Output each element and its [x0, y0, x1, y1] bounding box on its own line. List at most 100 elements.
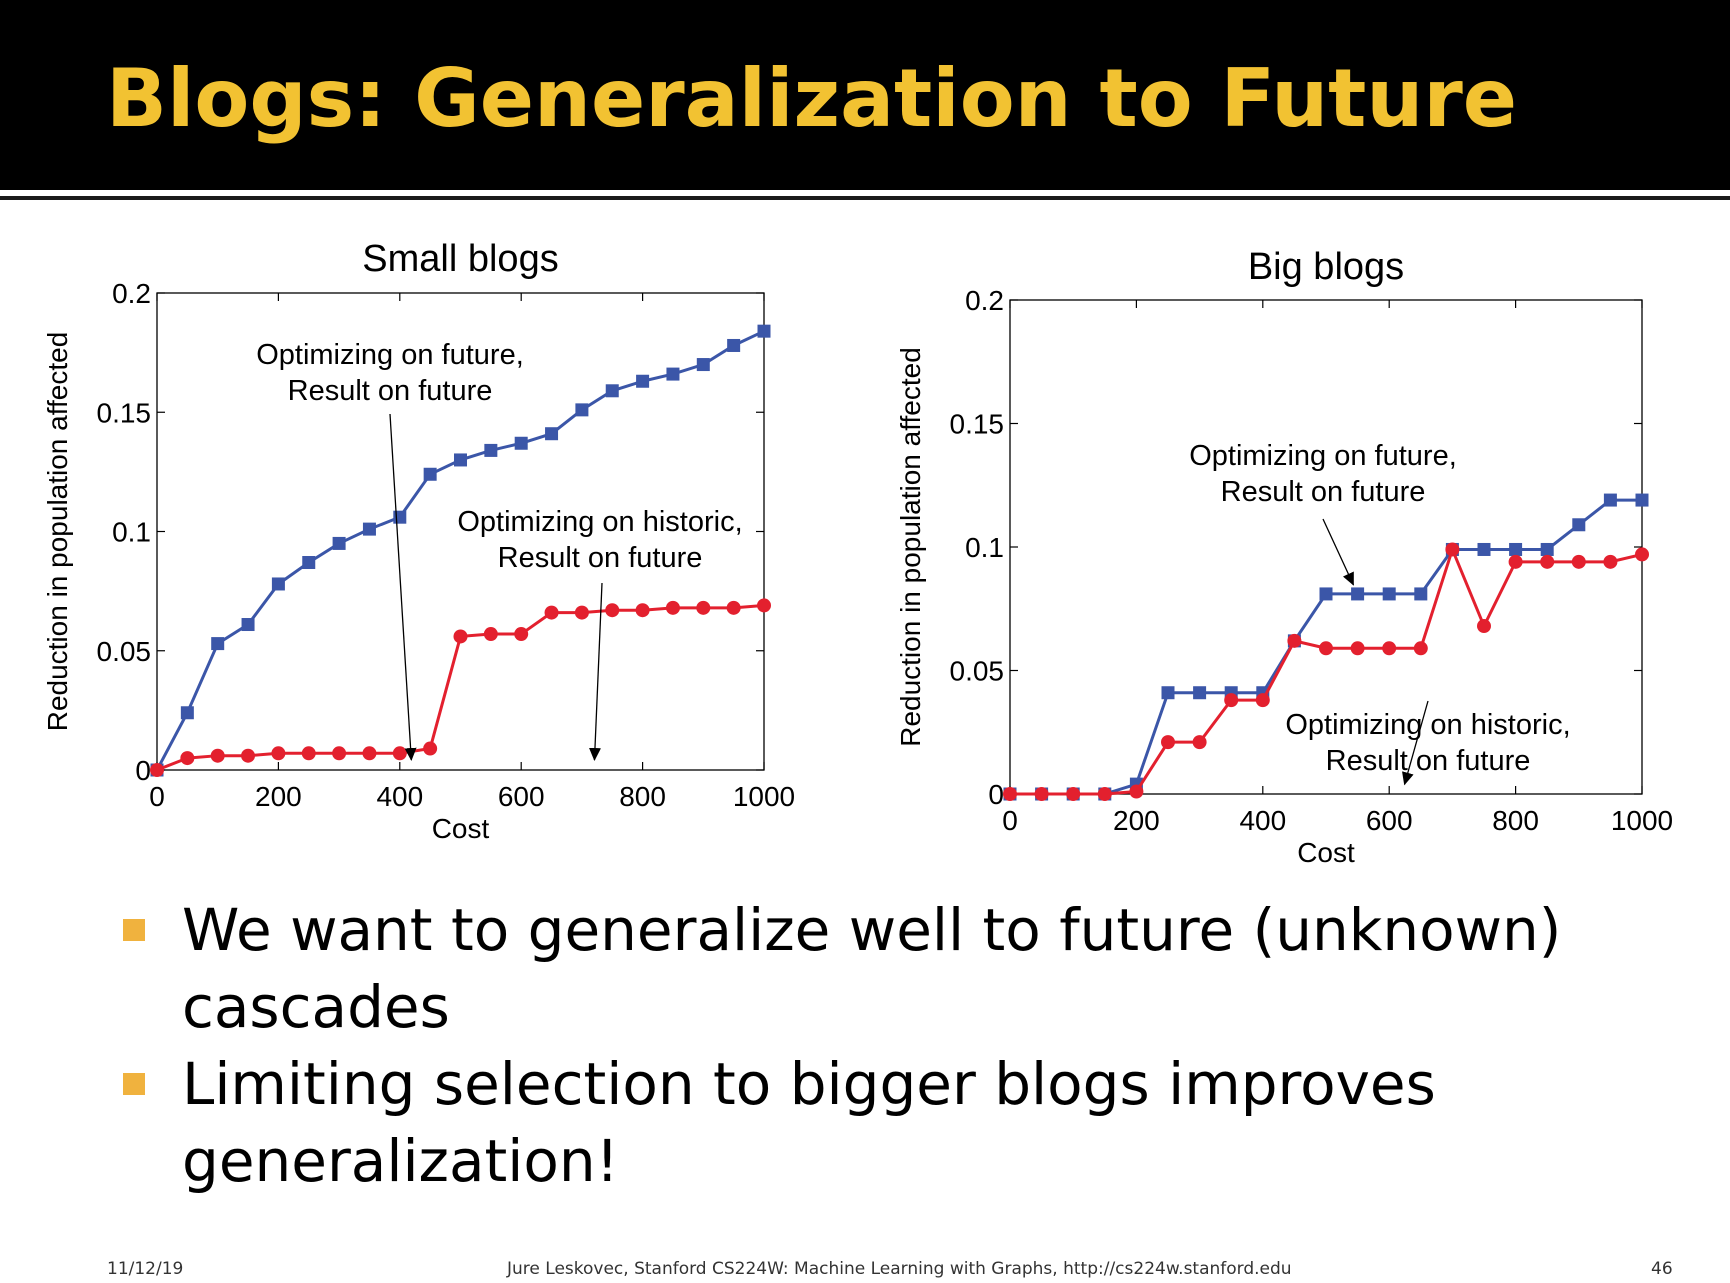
data-point	[150, 763, 164, 777]
bullet-text: Limiting selection to bigger blogs impro…	[182, 1050, 1436, 1195]
data-point	[574, 605, 589, 620]
data-point	[1161, 686, 1175, 700]
data-point	[180, 751, 195, 766]
annotation-line: Result on future	[1326, 745, 1531, 777]
data-point	[1603, 493, 1617, 507]
y-axis-label: Reduction in population affected	[895, 347, 926, 747]
data-point	[514, 627, 529, 642]
data-point	[1034, 787, 1049, 801]
annotation-line: Optimizing on historic,	[457, 506, 742, 538]
data-point	[1540, 554, 1555, 569]
data-point	[301, 746, 316, 761]
data-point	[545, 427, 559, 441]
annotation-arrow	[389, 413, 417, 762]
data-point	[1382, 641, 1397, 656]
data-point	[1508, 554, 1523, 569]
x-tick-label: 0	[149, 781, 165, 812]
y-tick-label: 0.05	[97, 636, 152, 667]
data-point	[483, 627, 498, 642]
data-point	[1509, 542, 1523, 556]
data-point	[393, 510, 407, 524]
data-point	[696, 358, 710, 372]
x-tick-label: 400	[1239, 805, 1286, 836]
y-tick-label: 0.15	[950, 409, 1005, 440]
bullet-list: We want to generalize well to future (un…	[120, 892, 1680, 1200]
data-point	[544, 605, 559, 620]
x-tick-label: 400	[376, 781, 423, 812]
annotation-text: Optimizing on future, Result on future	[256, 339, 524, 407]
data-point	[392, 746, 407, 761]
data-point	[1351, 587, 1365, 601]
annotation-line: Result on future	[498, 542, 703, 574]
data-point	[575, 403, 589, 417]
data-point	[636, 374, 650, 388]
y-tick-label: 0.15	[97, 397, 152, 428]
data-point	[514, 436, 528, 450]
data-point	[1129, 784, 1144, 799]
data-point	[454, 453, 467, 467]
title-bar: Blogs: Generalization to Future	[0, 0, 1730, 190]
data-point	[1477, 619, 1491, 634]
data-point	[1255, 693, 1270, 708]
y-tick-label: 0.2	[965, 285, 1004, 316]
data-point	[1192, 735, 1207, 750]
chart-small-blogs: 0 200 400 600 800 1000 0 0.05 0.1 0.15 0.2 Small bl…	[42, 238, 795, 844]
title-divider	[0, 196, 1730, 200]
data-point	[1603, 554, 1618, 569]
x-tick-label: 600	[498, 781, 545, 812]
data-point	[210, 748, 225, 763]
data-point	[605, 384, 619, 398]
data-point	[423, 741, 438, 756]
data-point	[666, 367, 680, 381]
x-tick-label: 800	[1492, 805, 1539, 836]
y-tick-label: 0	[135, 755, 151, 786]
annotation-arrow	[1402, 700, 1429, 786]
annotation-text: Optimizing on historic, Result on future	[1285, 709, 1570, 777]
data-point	[302, 556, 316, 570]
data-point	[211, 637, 225, 651]
data-point	[180, 706, 194, 720]
x-tick-label: 0	[1002, 805, 1018, 836]
x-tick-label: 600	[1366, 805, 1413, 836]
annotation-line: Optimizing on future,	[256, 339, 524, 371]
x-tick-label: 1000	[733, 781, 795, 812]
y-tick-label: 0.05	[950, 656, 1005, 687]
data-point	[241, 748, 256, 763]
data-point	[1572, 518, 1586, 532]
bullet-square-icon	[123, 1073, 145, 1095]
slide-title: Blogs: Generalization to Future	[106, 52, 1518, 145]
data-point	[727, 338, 741, 352]
x-axis-label: Cost	[432, 813, 490, 844]
data-point	[332, 536, 346, 550]
data-point	[1319, 587, 1333, 601]
data-point	[1193, 686, 1207, 700]
data-point	[635, 603, 650, 618]
y-tick-label: 0.1	[965, 532, 1004, 563]
data-point	[332, 746, 347, 761]
footer-date: 11/12/19	[107, 1259, 184, 1279]
x-tick-label: 200	[255, 781, 302, 812]
data-point	[1382, 587, 1396, 601]
data-point	[484, 443, 498, 457]
data-point	[757, 324, 771, 338]
chart-big-blogs: 0 200 400 600 800 1000 0 0.05 0.1 0.15 0.2 Big blog…	[895, 246, 1673, 868]
data-point	[726, 600, 741, 615]
data-point	[271, 577, 285, 591]
data-point	[271, 746, 286, 761]
y-tick-label: 0	[988, 779, 1004, 810]
data-point	[1635, 493, 1649, 507]
y-axis-label: Reduction in population affected	[42, 332, 73, 732]
annotation-text: Optimizing on historic, Result on future	[457, 506, 742, 574]
x-tick-label: 800	[619, 781, 666, 812]
data-point	[1350, 641, 1365, 656]
data-point	[1097, 787, 1112, 801]
data-point	[1161, 735, 1175, 750]
data-point	[1319, 641, 1333, 656]
data-point	[1066, 787, 1081, 801]
data-point	[1571, 554, 1586, 569]
data-point	[665, 600, 680, 615]
annotation-line: Result on future	[288, 375, 493, 407]
chart-title: Big blogs	[1248, 246, 1404, 288]
data-point	[423, 467, 437, 481]
annotation-arrow	[588, 582, 603, 762]
